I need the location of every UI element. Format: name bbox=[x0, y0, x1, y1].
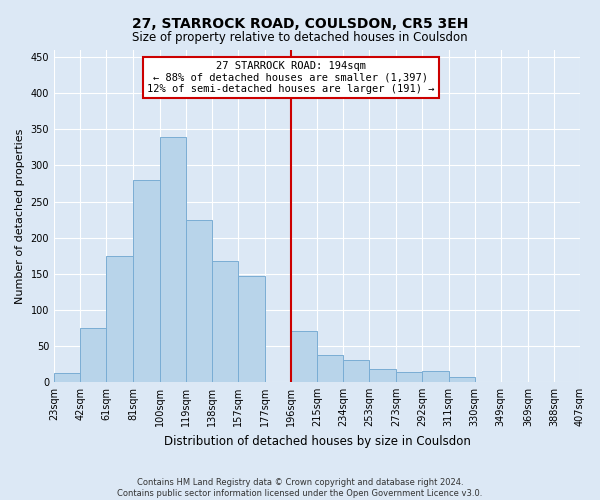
Bar bbox=[343, 360, 369, 382]
Text: 27 STARROCK ROAD: 194sqm
← 88% of detached houses are smaller (1,397)
12% of sem: 27 STARROCK ROAD: 194sqm ← 88% of detach… bbox=[147, 61, 435, 94]
Bar bbox=[369, 369, 397, 382]
Bar bbox=[317, 354, 343, 382]
Bar bbox=[106, 256, 133, 382]
X-axis label: Distribution of detached houses by size in Coulsdon: Distribution of detached houses by size … bbox=[164, 434, 470, 448]
Bar bbox=[160, 136, 185, 382]
Bar bbox=[238, 276, 265, 382]
Bar bbox=[185, 220, 212, 382]
Bar bbox=[80, 328, 106, 382]
Bar bbox=[397, 372, 422, 382]
Text: Size of property relative to detached houses in Coulsdon: Size of property relative to detached ho… bbox=[132, 31, 468, 44]
Bar bbox=[449, 377, 475, 382]
Bar bbox=[54, 372, 80, 382]
Bar bbox=[212, 262, 238, 382]
Bar bbox=[291, 332, 317, 382]
Y-axis label: Number of detached properties: Number of detached properties bbox=[15, 128, 25, 304]
Bar bbox=[133, 180, 160, 382]
Bar bbox=[422, 371, 449, 382]
Text: Contains HM Land Registry data © Crown copyright and database right 2024.
Contai: Contains HM Land Registry data © Crown c… bbox=[118, 478, 482, 498]
Text: 27, STARROCK ROAD, COULSDON, CR5 3EH: 27, STARROCK ROAD, COULSDON, CR5 3EH bbox=[132, 18, 468, 32]
